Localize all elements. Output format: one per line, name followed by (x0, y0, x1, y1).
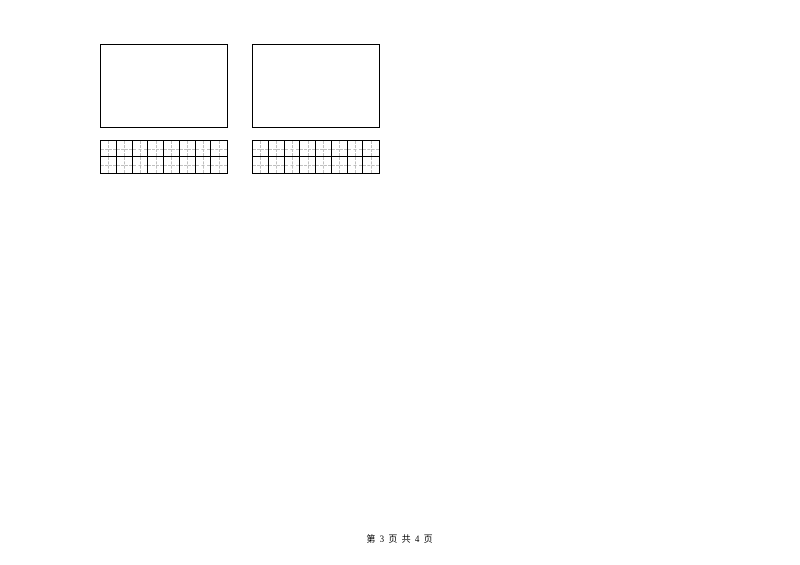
tianzige-cell (269, 141, 285, 157)
tianzige-cell (101, 157, 117, 173)
worksheet-page: 第 3 页 共 4 页 (0, 0, 800, 565)
tianzige-cell (148, 157, 164, 173)
tianzige-cell (196, 157, 212, 173)
tianzige-cell (285, 157, 301, 173)
content-area (100, 44, 380, 174)
tianzige-cell (300, 141, 316, 157)
image-placeholder-box (252, 44, 380, 128)
tianzige-cell (148, 141, 164, 157)
tianzige-cell (164, 157, 180, 173)
tianzige-cell (253, 157, 269, 173)
tianzige-grid (252, 140, 380, 174)
tianzige-cell (316, 157, 332, 173)
tianzige-cell (348, 141, 364, 157)
tianzige-cell (269, 157, 285, 173)
tianzige-cell (164, 141, 180, 157)
tianzige-cell (348, 157, 364, 173)
tianzige-cell (253, 141, 269, 157)
tianzige-cell (332, 141, 348, 157)
tianzige-cell (332, 157, 348, 173)
tianzige-cell (117, 141, 133, 157)
tianzige-cell (180, 157, 196, 173)
page-footer: 第 3 页 共 4 页 (0, 532, 800, 545)
tianzige-cell (196, 141, 212, 157)
tianzige-cell (300, 157, 316, 173)
tianzige-cell (133, 157, 149, 173)
tianzige-cell (363, 141, 379, 157)
tianzige-cell (180, 141, 196, 157)
tianzige-grid (100, 140, 228, 174)
tianzige-cell (285, 141, 301, 157)
image-placeholder-box (100, 44, 228, 128)
page-number-text: 第 3 页 共 4 页 (366, 534, 433, 544)
tianzige-cell (133, 141, 149, 157)
grid-line (253, 157, 379, 173)
image-box-row (100, 44, 380, 128)
grid-line (101, 141, 227, 157)
writing-grid-row (100, 140, 380, 174)
grid-line (101, 157, 227, 173)
grid-line (253, 141, 379, 157)
tianzige-cell (211, 141, 227, 157)
tianzige-cell (363, 157, 379, 173)
tianzige-cell (211, 157, 227, 173)
tianzige-cell (117, 157, 133, 173)
tianzige-cell (316, 141, 332, 157)
tianzige-cell (101, 141, 117, 157)
